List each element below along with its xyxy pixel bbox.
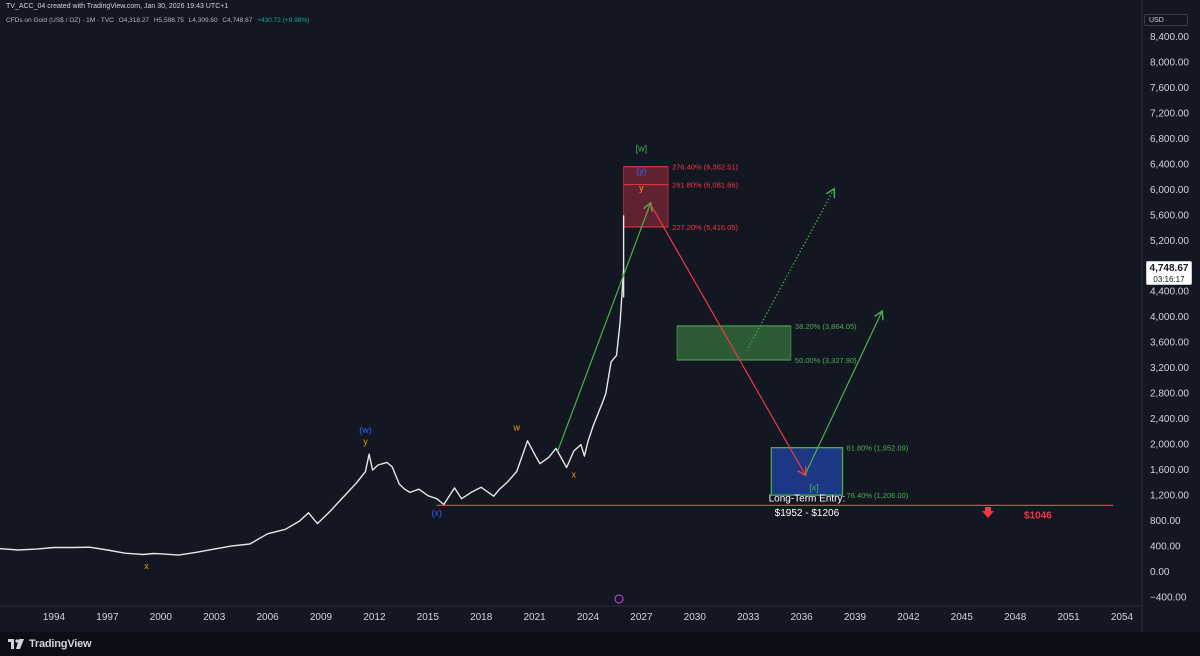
currency-label[interactable]: USD <box>1144 14 1188 26</box>
x-tick-label: 2030 <box>684 612 707 623</box>
wave-label: (w) <box>359 425 372 435</box>
green-final-arrow <box>804 312 882 475</box>
wave-label: w <box>513 423 521 433</box>
wave-label: [x] <box>809 482 819 492</box>
wave-label: y <box>363 437 368 447</box>
down-arrow-icon <box>982 507 994 518</box>
x-tick-label: 2033 <box>737 612 760 623</box>
close-value: C4,748.67 <box>222 17 253 24</box>
wave-label: (y) <box>636 166 647 176</box>
x-tick-label: 2027 <box>630 612 653 623</box>
x-tick-label: 2024 <box>577 612 600 623</box>
fib-level-label: 276.40% (6,362.51) <box>672 163 738 172</box>
x-tick-label: 2048 <box>1004 612 1027 623</box>
symbol-legend: CFDs on Gold (US$ / OZ) · 1M · TVC O4,31… <box>6 17 312 24</box>
x-tick-label: 2003 <box>203 612 226 623</box>
x-tick-label: 2012 <box>363 612 386 623</box>
x-tick-label: 1997 <box>96 612 119 623</box>
price-line <box>0 269 625 556</box>
x-tick-label: 2018 <box>470 612 493 623</box>
green-up-arrow <box>557 204 651 452</box>
y-tick-label: 7,200.00 <box>1150 108 1189 119</box>
x-tick-label: 2006 <box>256 612 279 623</box>
y-tick-label: 6,800.00 <box>1150 134 1189 145</box>
fib-level-label: 61.80% (1,952.09) <box>847 444 909 453</box>
y-tick-label: 4,400.00 <box>1150 287 1189 298</box>
x-tick-label: 2045 <box>951 612 974 623</box>
current-price: 4,748.67 <box>1149 263 1189 274</box>
y-tick-label: 8,000.00 <box>1150 57 1189 68</box>
wave-label: (x) <box>431 508 442 518</box>
y-tick-label: 1,200.00 <box>1150 491 1189 502</box>
y-tick-label: 5,600.00 <box>1150 210 1189 221</box>
fib-level-label: 50.00% (3,327.90) <box>795 356 857 365</box>
y-tick-label: 3,600.00 <box>1150 338 1189 349</box>
entry-zone <box>770 447 844 496</box>
y-tick-label: 1,600.00 <box>1150 465 1189 476</box>
fib-level-label: 76.40% (1,206.00) <box>847 491 909 500</box>
low-value: L4,309.60 <box>188 17 218 24</box>
fib-level-label: 261.80% (6,081.66) <box>672 181 738 190</box>
created-line: TV_ACC_04 created with TradingView.com, … <box>6 3 229 10</box>
event-marker-icon <box>614 594 624 604</box>
entry-annotation: Long-Term Entry: <box>769 493 846 504</box>
entry-annotation: $1952 - $1206 <box>775 508 840 519</box>
y-tick-label: 6,400.00 <box>1150 159 1189 170</box>
x-tick-label: 2042 <box>897 612 920 623</box>
y-tick-label: 0.00 <box>1150 567 1170 578</box>
tradingview-brand: TradingView <box>29 638 92 650</box>
x-tick-label: 2051 <box>1057 612 1080 623</box>
y-tick-label: 8,400.00 <box>1150 32 1189 43</box>
current-price-tag: 4,748.67 03:16:17 <box>1146 261 1192 285</box>
open-value: O4,318.27 <box>118 17 150 24</box>
y-tick-label: 6,000.00 <box>1150 185 1189 196</box>
x-tick-label: 2036 <box>790 612 813 623</box>
x-tick-label: 2009 <box>310 612 333 623</box>
y-tick-label: 3,200.00 <box>1150 363 1189 374</box>
y-tick-label: 7,600.00 <box>1150 83 1189 94</box>
x-tick-label: 2054 <box>1111 612 1134 623</box>
wave-label: x <box>144 561 149 571</box>
y-tick-label: 5,200.00 <box>1150 236 1189 247</box>
bar-countdown: 03:16:17 <box>1153 275 1185 284</box>
x-tick-label: 2015 <box>417 612 440 623</box>
y-tick-label: 2,400.00 <box>1150 414 1189 425</box>
fib-level-label: 227.20% (5,416.05) <box>672 223 738 232</box>
x-tick-label: 2021 <box>523 612 546 623</box>
wave-label: [w] <box>636 144 648 154</box>
tradingview-logo-icon <box>8 639 24 649</box>
x-tick-label: 2000 <box>150 612 173 623</box>
footer: TradingView <box>0 632 1200 656</box>
x-tick-label: 1994 <box>43 612 66 623</box>
tradingview-logo[interactable]: TradingView <box>8 637 92 651</box>
wave-label: y <box>639 183 644 193</box>
x-tick-label: 2039 <box>844 612 867 623</box>
y-tick-label: 2,800.00 <box>1150 389 1189 400</box>
y-tick-label: 800.00 <box>1150 516 1181 527</box>
high-value: H5,598.75 <box>153 17 184 24</box>
change-value: +430.72 (+9.98%) <box>257 17 310 24</box>
y-tick-label: −400.00 <box>1150 592 1187 603</box>
green-zone <box>676 325 792 361</box>
fib-level-label: 38.20% (3,864.05) <box>795 322 857 331</box>
y-tick-label: 2,000.00 <box>1150 440 1189 451</box>
wave-label: x <box>572 470 577 480</box>
red-down-arrow <box>649 203 805 475</box>
support-label: $1046 <box>1024 510 1052 521</box>
y-tick-label: 4,000.00 <box>1150 312 1189 323</box>
symbol-name[interactable]: CFDs on Gold (US$ / OZ) · 1M · TVC <box>6 17 114 24</box>
y-tick-label: 400.00 <box>1150 542 1181 553</box>
